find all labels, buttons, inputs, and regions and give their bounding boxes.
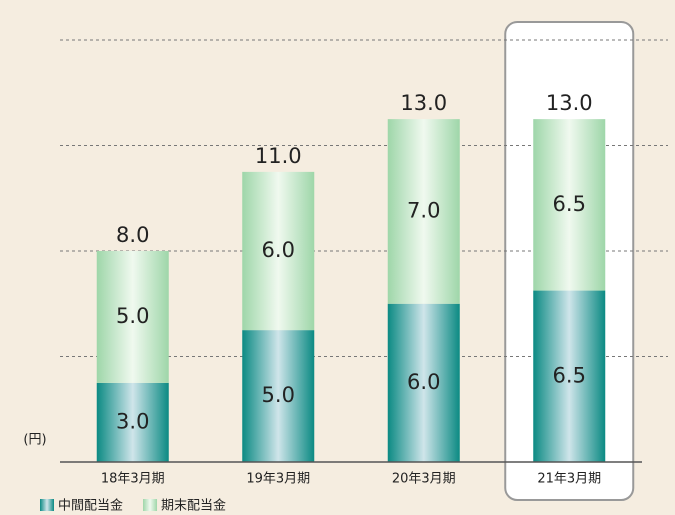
total-label: 8.0 <box>116 223 149 247</box>
x-tick-label: 21年3月期 <box>537 472 601 487</box>
bar-value-label: 6.5 <box>553 363 586 387</box>
bar-value-label: 7.0 <box>407 198 440 222</box>
bar-value-label: 5.0 <box>116 304 149 328</box>
legend-label: 中間配当金 <box>58 498 123 514</box>
total-label: 11.0 <box>255 144 302 168</box>
total-label: 13.0 <box>400 91 447 115</box>
legend-swatch <box>40 499 54 511</box>
bar-segment <box>96 251 169 383</box>
bar-segment <box>242 330 315 462</box>
bar-segment <box>387 119 460 304</box>
x-tick-label: 19年3月期 <box>246 472 310 487</box>
bar-segment <box>387 303 460 462</box>
y-axis-label: (円) <box>23 433 46 448</box>
total-label: 13.0 <box>546 91 593 115</box>
bar-segment <box>242 171 315 331</box>
legend-swatch <box>143 499 158 511</box>
x-tick-label: 18年3月期 <box>101 472 165 487</box>
bar-value-label: 6.0 <box>407 370 440 394</box>
bar-value-label: 6.0 <box>262 238 295 262</box>
bar-segment <box>96 382 169 462</box>
bar-value-label: 6.5 <box>553 192 586 216</box>
bar-segment <box>533 290 606 462</box>
bar-segment <box>533 119 606 291</box>
legend-label: 期末配当金 <box>161 498 226 514</box>
bar-value-label: 3.0 <box>116 409 149 433</box>
bar-value-label: 5.0 <box>262 383 295 407</box>
x-tick-label: 20年3月期 <box>392 472 456 487</box>
